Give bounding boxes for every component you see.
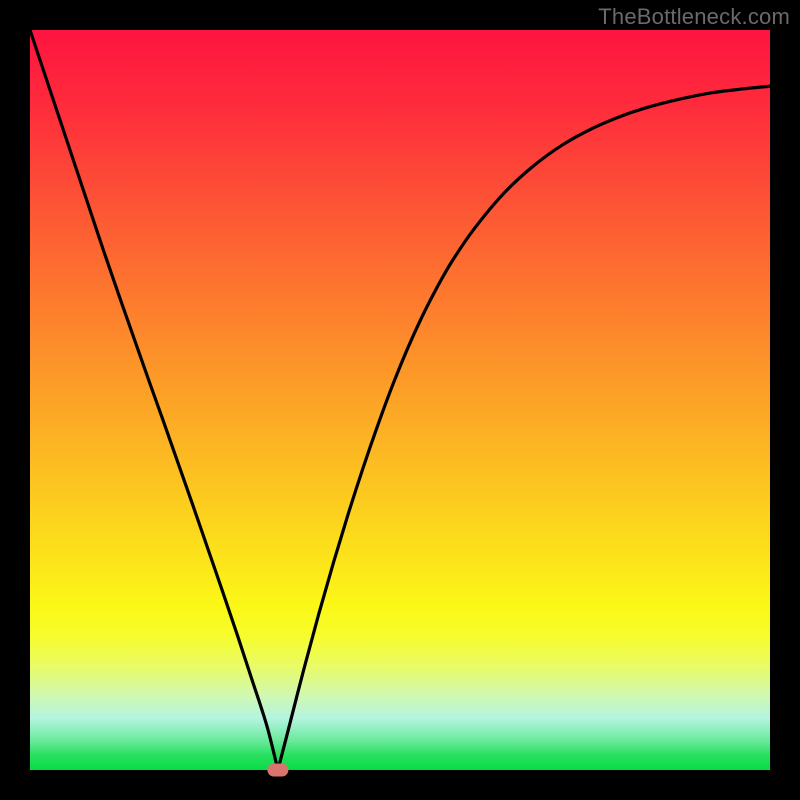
- watermark-label: TheBottleneck.com: [598, 4, 790, 30]
- chart-container: TheBottleneck.com: [0, 0, 800, 800]
- bottleneck-chart: [0, 0, 800, 800]
- plot-background-gradient: [30, 30, 770, 770]
- minimum-point-marker: [268, 764, 288, 776]
